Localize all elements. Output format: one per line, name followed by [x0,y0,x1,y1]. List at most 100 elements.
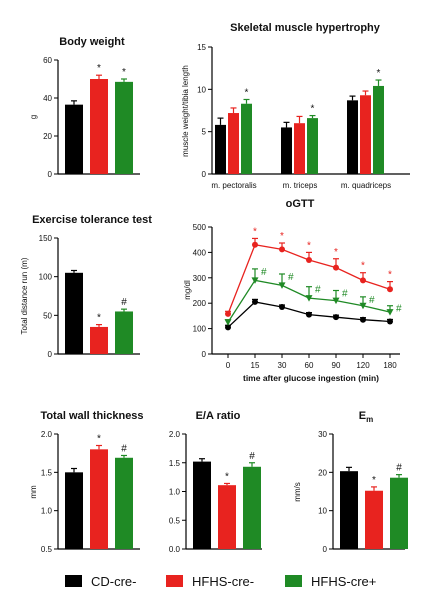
body-weight-significance-mark: * [97,63,101,74]
ea-ratio-bar [193,461,211,549]
ogtt-data-point [252,241,258,248]
ogtt-x-tick-label: 90 [332,361,341,370]
chart-em: 0 10 20 30 Em mm/s * # [293,410,408,554]
ea-ratio-y-tick-label: 1.5 [169,459,181,468]
em-bar [390,477,408,549]
wall-thickness-y-tick-label: 0.5 [41,545,53,554]
chart-ogtt: 0 100 200 300 400 500 oGTT mg/dl 0 15 30 60 90 120 180… [183,198,402,383]
skeletal-muscle-y-tick-label: 15 [197,43,206,52]
wall-thickness-significance-mark: * [97,434,101,445]
skeletal-muscle-bar [360,95,371,174]
ogtt-x-tick-label: 30 [278,361,287,370]
exercise-tolerance-title: Exercise tolerance test [32,214,152,226]
skeletal-muscle-category-label: m. quadriceps [341,181,391,190]
ogtt-x-tick-label: 120 [356,361,370,370]
ea-ratio-y-tick-label: 2.0 [169,430,181,439]
skeletal-muscle-significance-mark: * [311,104,315,115]
ogtt-significance-mark: # [396,304,402,315]
ea-ratio-bar [218,485,236,549]
wall-thickness-bar [65,472,83,549]
ogtt-data-point [386,309,394,316]
ogtt-significance-mark: * [388,270,392,281]
ogtt-data-point [332,297,340,305]
skeletal-muscle-title: Skeletal muscle hypertrophy [230,22,381,34]
body-weight-bar [65,104,83,174]
wall-thickness-y-axis-label: mm [29,485,38,499]
body-weight-y-tick-label: 20 [43,132,52,141]
em-y-axis-label: mm/s [293,482,302,502]
exercise-tolerance-significance-mark: * [97,313,101,324]
ogtt-y-tick-label: 0 [202,350,207,359]
ea-ratio-significance-mark: * [225,471,229,482]
ogtt-y-tick-label: 400 [193,248,207,257]
wall-thickness-y-tick-label: 1.0 [41,507,53,516]
ogtt-data-point [224,319,232,326]
skeletal-muscle-bar [228,113,239,174]
ogtt-y-tick-label: 200 [193,299,207,308]
exercise-tolerance-y-axis-label: Total distance run (m) [20,257,29,334]
legend-item-hfhs-cre-minus: HFHS-cre- [166,574,254,589]
ogtt-y-tick-label: 100 [193,325,207,334]
ea-ratio-y-tick-label: 1.0 [169,488,181,497]
ogtt-data-point [252,298,258,305]
wall-thickness-significance-mark: # [121,443,127,454]
legend-label-hfhs-cre-minus: HFHS-cre- [192,574,254,589]
exercise-tolerance-bar [65,272,83,354]
body-weight-y-tick-label: 40 [43,94,52,103]
skeletal-muscle-bar [241,103,252,174]
skeletal-muscle-significance-mark: * [377,68,381,79]
legend-swatch-cd [65,575,82,587]
ogtt-significance-mark: # [288,272,294,283]
ogtt-data-point [251,277,259,284]
em-y-tick-label: 30 [318,430,327,439]
exercise-tolerance-y-tick-label: 100 [39,273,53,282]
wall-thickness-y-tick-label: 2.0 [41,430,53,439]
skeletal-muscle-bar [281,127,292,174]
ogtt-data-point [305,295,313,302]
ogtt-significance-mark: * [361,261,365,272]
exercise-tolerance-bar [90,326,108,354]
ogtt-data-point [333,314,339,321]
ea-ratio-bar [243,466,261,549]
ogtt-data-point [225,324,231,331]
ogtt-data-point [306,311,312,318]
ogtt-data-point [279,304,285,311]
ogtt-data-point [278,282,286,289]
wall-thickness-bar [90,449,108,549]
ogtt-data-point [279,246,285,253]
ogtt-x-tick-label: 15 [251,361,260,370]
ogtt-significance-mark: * [334,247,338,258]
chart-wall-thickness: 0.5 1.0 1.5 2.0 Total wall thickness mm * # [29,410,144,554]
ea-ratio-y-tick-label: 0.0 [169,545,181,554]
wall-thickness-y-tick-label: 1.5 [41,468,53,477]
legend-swatch-hfhs-cre-minus [166,575,183,587]
skeletal-muscle-bar [294,123,305,174]
ogtt-significance-mark: # [342,289,348,300]
legend-label-hfhs-cre-plus: HFHS-cre+ [311,574,376,589]
exercise-tolerance-significance-mark: # [121,297,127,308]
ogtt-significance-mark: * [253,226,257,237]
chart-ea-ratio: 0.0 0.5 1.0 1.5 2.0 E/A ratio * # [169,410,262,554]
legend-label-cd: CD-cre- [91,574,137,589]
skeletal-muscle-category-label: m. pectoralis [211,181,256,190]
ogtt-x-tick-label: 60 [305,361,314,370]
ea-ratio-significance-mark: # [249,451,255,462]
em-title-subscript: m [366,415,373,424]
ogtt-x-tick-label: 180 [383,361,397,370]
ogtt-y-axis-label: mg/dl [183,280,192,300]
em-y-tick-label: 20 [318,468,327,477]
body-weight-title: Body weight [59,36,125,48]
ogtt-y-tick-label: 300 [193,274,207,283]
body-weight-y-axis-label: g [29,115,38,119]
wall-thickness-title: Total wall thickness [40,410,143,422]
skeletal-muscle-significance-mark: * [245,87,249,98]
exercise-tolerance-y-tick-label: 150 [39,234,53,243]
skeletal-muscle-bar [347,100,358,174]
ogtt-data-point [387,318,393,325]
ogtt-x-tick-label: 0 [226,361,231,370]
wall-thickness-bar [115,457,133,549]
chart-body-weight: 0 20 40 60 Body weight g * * [29,36,140,179]
ogtt-y-tick-label: 500 [193,223,207,232]
ogtt-x-axis-label: time after glucose ingestion (min) [243,373,379,383]
